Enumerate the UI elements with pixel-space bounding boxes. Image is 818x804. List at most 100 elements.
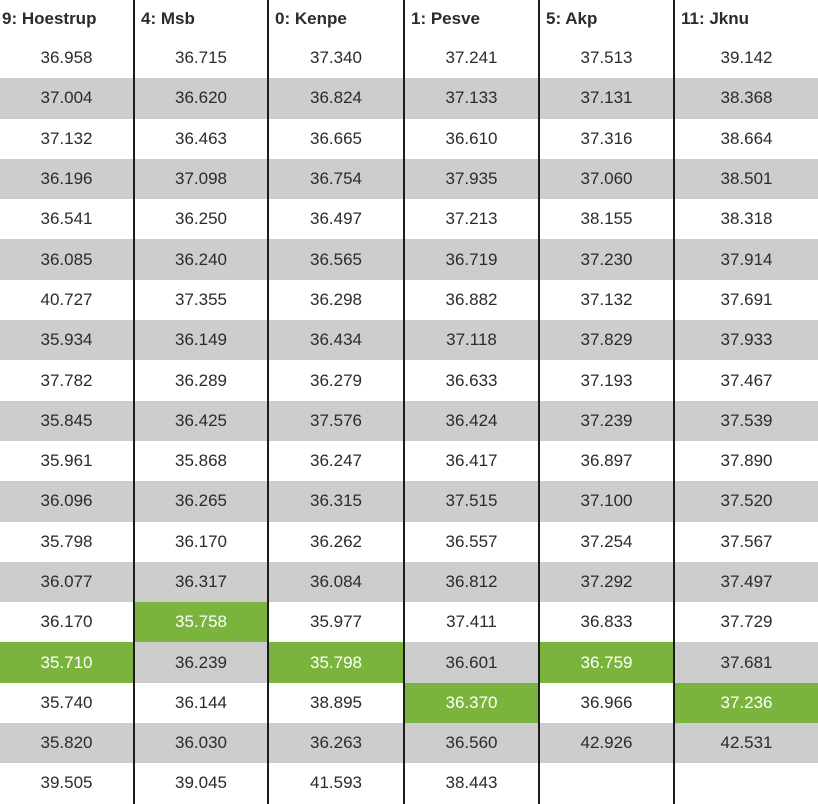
table-cell: 36.966 bbox=[539, 682, 675, 724]
table-cell: 36.170 bbox=[134, 521, 269, 562]
table-cell: 37.230 bbox=[539, 239, 675, 280]
table-cell: 36.434 bbox=[268, 320, 405, 361]
table-row: 35.710 36.239 35.798 36.601 36.759 37.681 bbox=[0, 642, 818, 683]
table-cell: 37.567 bbox=[720, 531, 773, 551]
table-cell: 37.193 bbox=[539, 360, 675, 401]
table-cell: 36.144 bbox=[134, 682, 269, 724]
table-cell: 37.467 bbox=[720, 370, 773, 390]
table-cell: 37.098 bbox=[134, 158, 269, 200]
table-cell: 37.060 bbox=[539, 158, 675, 200]
table-cell: 37.118 bbox=[404, 320, 540, 361]
table-cell: 37.132 bbox=[539, 279, 675, 321]
table-cell: 38.155 bbox=[539, 199, 675, 240]
table-row: 36.196 37.098 36.754 37.935 37.060 38.501 bbox=[0, 158, 818, 200]
table-row: 40.727 37.355 36.298 36.882 37.132 37.691 bbox=[0, 279, 818, 321]
table-cell: 36.262 bbox=[268, 521, 405, 562]
table-cell: 36.759 bbox=[539, 642, 675, 683]
table-cell: 36.601 bbox=[404, 642, 540, 683]
table-cell: 36.541 bbox=[0, 199, 135, 240]
table-cell: 36.149 bbox=[134, 320, 269, 361]
table-cell: 39.142 bbox=[720, 48, 773, 68]
table-cell: 35.961 bbox=[0, 440, 135, 482]
header-row: 9: Hoestrup 4: Msb 0: Kenpe 1: Pesve 5: … bbox=[0, 0, 818, 38]
table-cell: 39.505 bbox=[0, 763, 135, 804]
table-cell: 37.539 bbox=[674, 400, 818, 441]
table-cell: 38.443 bbox=[404, 763, 540, 804]
table-cell: 37.515 bbox=[404, 481, 540, 522]
table-cell: 37.691 bbox=[720, 289, 773, 309]
table-cell: 35.798 bbox=[268, 642, 405, 683]
table-cell: 37.239 bbox=[539, 400, 675, 441]
table-cell: 37.132 bbox=[0, 118, 135, 159]
table-cell: 35.868 bbox=[134, 440, 269, 482]
table-row: 35.740 36.144 38.895 36.370 36.966 37.236 bbox=[0, 682, 818, 724]
table-cell: 37.004 bbox=[0, 78, 135, 119]
table-cell: 37.782 bbox=[0, 360, 135, 401]
table-row: 36.958 36.715 37.340 37.241 37.513 39.142 bbox=[0, 38, 818, 79]
table-row: 35.798 36.170 36.262 36.557 37.254 37.567 bbox=[0, 521, 818, 562]
table-cell: 37.254 bbox=[539, 521, 675, 562]
table-cell: 36.897 bbox=[539, 440, 675, 482]
table-cell: 36.719 bbox=[404, 239, 540, 280]
table-cell: 36.298 bbox=[268, 279, 405, 321]
table-cell: 38.895 bbox=[268, 682, 405, 724]
table-cell: 37.355 bbox=[134, 279, 269, 321]
table-cell: 35.758 bbox=[134, 602, 269, 643]
table-row: 37.004 36.620 36.824 37.133 37.131 38.368 bbox=[0, 78, 818, 119]
table-body: 36.958 36.715 37.340 37.241 37.513 39.142 37.0… bbox=[0, 38, 818, 804]
table-row: 35.934 36.149 36.434 37.118 37.829 37.933 bbox=[0, 320, 818, 361]
table-row: 37.782 36.289 36.279 36.633 37.193 37.467 bbox=[0, 360, 818, 401]
column-header: 0: Kenpe bbox=[268, 0, 405, 38]
table-cell: 42.531 bbox=[674, 723, 818, 764]
table-cell: 36.557 bbox=[404, 521, 540, 562]
table-cell: 36.812 bbox=[404, 561, 540, 603]
table-cell: 36.240 bbox=[134, 239, 269, 280]
table-cell: 37.935 bbox=[404, 158, 540, 200]
table-cell: 36.317 bbox=[134, 561, 269, 603]
table-cell: 37.411 bbox=[404, 602, 540, 643]
table-row: 36.170 35.758 35.977 37.411 36.833 37.729 bbox=[0, 602, 818, 643]
table-cell: 38.664 bbox=[720, 128, 773, 148]
table-cell: 36.239 bbox=[134, 642, 269, 683]
table-row: 36.096 36.265 36.315 37.515 37.100 37.520 bbox=[0, 481, 818, 522]
table-cell: 36.715 bbox=[134, 38, 269, 79]
table-cell: 39.045 bbox=[134, 763, 269, 804]
table-cell: 37.316 bbox=[539, 118, 675, 159]
table-cell: 36.560 bbox=[404, 723, 540, 764]
table-cell: 35.845 bbox=[0, 400, 135, 441]
table-cell: 36.620 bbox=[134, 78, 269, 119]
table-cell: 36.958 bbox=[0, 38, 135, 79]
table-row: 36.541 36.250 36.497 37.213 38.155 38.318 bbox=[0, 199, 818, 240]
table-cell: 35.798 bbox=[0, 521, 135, 562]
table-cell: 37.729 bbox=[720, 612, 773, 632]
table-cell: 40.727 bbox=[0, 279, 135, 321]
table-cell: 36.463 bbox=[134, 118, 269, 159]
table-cell: 37.497 bbox=[674, 561, 818, 603]
table-cell: 36.565 bbox=[268, 239, 405, 280]
table-cell: 35.710 bbox=[0, 642, 135, 683]
column-header: 9: Hoestrup bbox=[0, 0, 135, 38]
table-cell: 41.593 bbox=[268, 763, 405, 804]
table-row: 36.085 36.240 36.565 36.719 37.230 37.914 bbox=[0, 239, 818, 280]
table-cell: 37.133 bbox=[404, 78, 540, 119]
table-cell: 37.131 bbox=[539, 78, 675, 119]
column-header: 1: Pesve bbox=[404, 0, 540, 38]
column-header: 4: Msb bbox=[134, 0, 269, 38]
table-cell: 36.665 bbox=[268, 118, 405, 159]
table-cell: 42.926 bbox=[539, 723, 675, 764]
table-row: 39.505 39.045 41.593 38.443 bbox=[0, 763, 818, 804]
table-cell: 37.236 bbox=[674, 682, 818, 724]
table-cell: 36.250 bbox=[134, 199, 269, 240]
table-cell: 36.882 bbox=[404, 279, 540, 321]
table-row: 35.820 36.030 36.263 36.560 42.926 42.531 bbox=[0, 723, 818, 764]
table-row: 37.132 36.463 36.665 36.610 37.316 38.664 bbox=[0, 118, 818, 159]
table-cell: 35.820 bbox=[0, 723, 135, 764]
column-header: 11: Jknu bbox=[674, 0, 818, 38]
table-cell: 36.279 bbox=[268, 360, 405, 401]
table-cell: 37.292 bbox=[539, 561, 675, 603]
table-cell: 36.833 bbox=[539, 602, 675, 643]
table-cell: 36.610 bbox=[404, 118, 540, 159]
table-cell: 37.890 bbox=[720, 451, 773, 471]
